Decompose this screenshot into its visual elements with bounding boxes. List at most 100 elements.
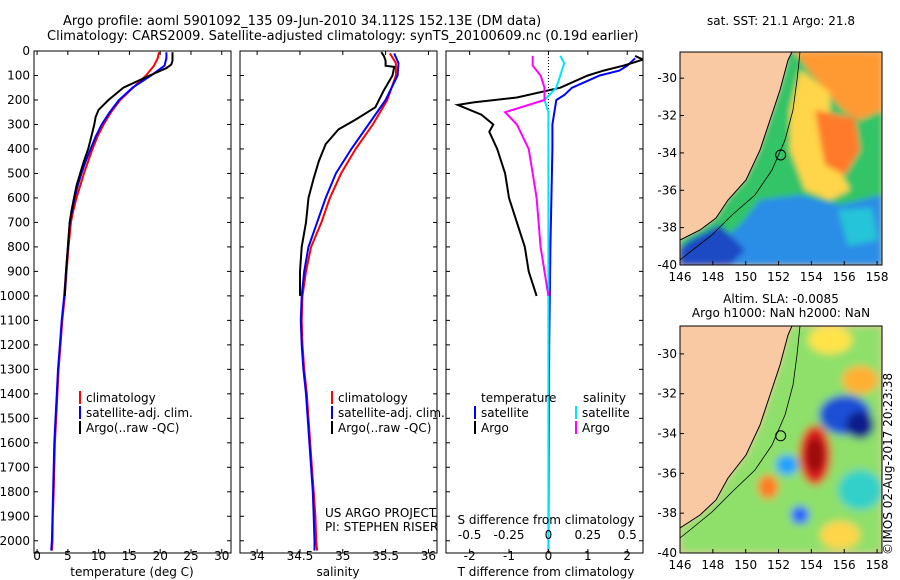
legend-sal-argo-label: Argo: [582, 421, 610, 435]
sla-low-west: [776, 455, 798, 475]
depth-tick-label-16: 1600: [0, 436, 30, 450]
sla-yellow-south: [820, 521, 860, 549]
sla-map-lat-label-3: -36: [657, 466, 677, 480]
sla-cyan-east: [838, 470, 882, 510]
sla-map-title: Altim. SLA: -0.0085: [723, 292, 839, 306]
difference-xtick-label-4: 2: [623, 549, 631, 563]
depth-tick-label-18: 1800: [0, 485, 30, 499]
legend-temperature-header: temperature: [481, 391, 556, 405]
sst-map-lat-label-3: -36: [657, 183, 677, 197]
salinity-axes: 34 34.5 35 35.5 36: [240, 50, 437, 563]
sst-map-lon-label-3: 152: [767, 270, 790, 284]
depth-tick-label-4: 400: [7, 142, 30, 156]
temperature-xtick-label-1: 5: [64, 549, 72, 563]
sla-low-south: [791, 506, 809, 524]
sst-warm-north: [795, 52, 882, 120]
sst-map-lon-label-4: 154: [800, 270, 823, 284]
project-annotation: US ARGO PROJECT: [325, 506, 437, 520]
sla-high-core: [806, 437, 824, 473]
sst-map-lon-label-5: 156: [833, 270, 856, 284]
temperature-xtick-label-2: 10: [91, 549, 106, 563]
difference-axes: -2 -1 0 1 2 -0.5 -0.25 0 0.25 0.5: [446, 50, 643, 563]
temperature-legend-label-2: Argo(..raw -QC): [86, 421, 179, 435]
depth-tick-label-13: 1300: [0, 362, 30, 376]
temperature-xtick-label-5: 25: [183, 549, 198, 563]
sst-cool-south: [700, 195, 882, 265]
sst-map-lon-label-0: 146: [669, 270, 692, 284]
sst-argo-location-marker: [775, 149, 787, 161]
difference-s-tick-label-4: 0.5: [618, 528, 637, 542]
sla-map-lat-label-0: -30: [657, 347, 677, 361]
sla-low-core: [846, 411, 874, 439]
legend-sal-satellite-label: satellite: [582, 406, 630, 420]
legend-salinity-header: salinity: [583, 391, 626, 405]
sst-map-lat-label-4: -38: [657, 221, 677, 235]
temperature-x-label: temperature (deg C): [70, 565, 193, 579]
depth-tick-label-2: 200: [7, 93, 30, 107]
difference-series-1: [454, 54, 643, 297]
sla-argo-location-marker: [775, 430, 787, 442]
depth-tick-label-5: 500: [7, 166, 30, 180]
sla-map-lon-label-5: 156: [833, 558, 856, 572]
depth-tick-label-15: 1500: [0, 411, 30, 425]
sst-coastline: [680, 52, 793, 265]
sla-high-north: [808, 326, 852, 354]
figure-title-line-2: Climatology: CARS2009. Satellite-adjuste…: [47, 29, 639, 44]
sla-map-image: [680, 326, 882, 553]
temperature-legend-label-0: climatology: [86, 391, 156, 405]
sst-field: [680, 52, 882, 265]
sla-map-lat-label-2: -34: [657, 427, 677, 441]
sst-map-lon-label-2: 150: [734, 270, 757, 284]
temperature-axes: 0100200300400500600700800900100011001200…: [0, 44, 231, 563]
sla-map-subtitle: Argo h1000: NaN h2000: NaN: [692, 306, 870, 320]
salinity-plot-frame: [239, 50, 438, 554]
salinity-series-1: [299, 52, 400, 551]
temperature-legend-label-1: satellite-adj. clim.: [86, 406, 193, 420]
temperature-xtick-label-6: 30: [214, 549, 229, 563]
depth-tick-label-7: 700: [7, 215, 30, 229]
sst-warm-core: [815, 110, 860, 175]
depth-tick-label-11: 1100: [0, 313, 30, 327]
sla-isobath: [680, 326, 801, 539]
salinity-xtick-label-2: 35: [335, 549, 350, 563]
sla-map-axes: 146 148 150 152 154 156 158 -30 -32 -34 -36 -38 -40: [657, 347, 888, 572]
difference-xtick-label-2: 0: [545, 549, 553, 563]
depth-tick-label-8: 800: [7, 240, 30, 254]
legend-temp-satellite-label: satellite: [481, 406, 529, 420]
difference-s-tick-label-2: 0: [545, 528, 553, 542]
salinity-series-2: [299, 51, 396, 296]
salinity-xtick-label-4: 36: [421, 549, 436, 563]
legend-temp-argo-label: Argo: [481, 421, 509, 435]
sst-map-image: [680, 52, 882, 265]
sla-map-lon-label-1: 148: [701, 558, 724, 572]
salinity-panel: 34 34.5 35 35.5 36 salinity climatologysatel…: [239, 50, 445, 579]
figure-title-line-1: Argo profile: aoml 5901092_135 09-Jun-20…: [63, 14, 542, 29]
difference-series-0: [547, 57, 636, 553]
sst-map-panel: sat. SST: 21.1 Argo: 21.8 146 148 150 152 15…: [657, 14, 888, 284]
sst-map-frame: [679, 51, 883, 266]
salinity-series-group: [299, 51, 400, 551]
difference-s-tick-label-0: -0.5: [458, 528, 481, 542]
difference-panel: -2 -1 0 1 2 -0.5 -0.25 0 0.25 0.5 S difference fr…: [445, 50, 644, 579]
sla-map-lon-label-0: 146: [669, 558, 692, 572]
depth-tick-label-14: 1400: [0, 387, 30, 401]
sst-map-lat-label-2: -34: [657, 146, 677, 160]
salinity-xtick-label-3: 35.5: [372, 549, 399, 563]
difference-legend: temperature salinity satellite Argo sate…: [474, 391, 630, 435]
depth-tick-label-6: 600: [7, 191, 30, 205]
salinity-xtick-label-0: 34: [249, 549, 264, 563]
difference-series-group: [454, 54, 643, 553]
sst-map-lon-label-6: 158: [866, 270, 889, 284]
sla-map-frame: [679, 325, 883, 554]
sla-coastline: [680, 326, 793, 553]
salinity-legend-label-2: Argo(..raw -QC): [338, 421, 431, 435]
sla-map-lat-label-1: -32: [657, 387, 677, 401]
sst-map-lat-label-0: -30: [657, 71, 677, 85]
depth-tick-label-0: 0: [22, 44, 30, 58]
difference-series-2: [543, 55, 566, 553]
sla-high-southwest: [758, 475, 778, 499]
difference-s-tick-label-3: 0.25: [574, 528, 601, 542]
depth-tick-label-9: 900: [7, 264, 30, 278]
